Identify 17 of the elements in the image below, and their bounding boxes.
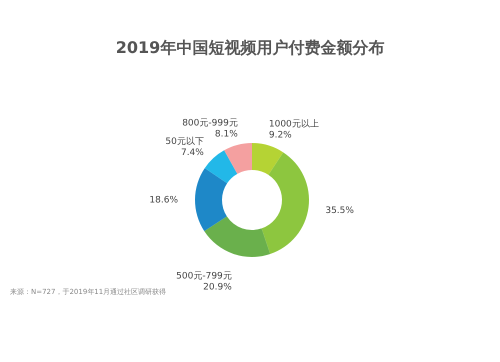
slice-label: 50元以下 bbox=[165, 136, 204, 148]
slice-label: 800元-999元 bbox=[182, 118, 238, 129]
donut-slice bbox=[204, 216, 270, 257]
slice-label: 1000元以上 bbox=[268, 118, 319, 130]
data-label: 20.9% bbox=[203, 282, 232, 293]
data-label: 8.1% bbox=[214, 130, 238, 140]
data-label: 18.6% bbox=[149, 195, 178, 206]
data-label: 9.2% bbox=[268, 130, 292, 140]
slice-label: 500元-799元 bbox=[176, 270, 232, 282]
donut-slice bbox=[224, 143, 252, 174]
donut-slice bbox=[262, 152, 309, 254]
data-label: 35.5% bbox=[325, 206, 354, 216]
donut-slice bbox=[252, 143, 284, 175]
donut-slice bbox=[204, 150, 238, 184]
donut-slice bbox=[195, 168, 228, 232]
data-label: 7.4% bbox=[180, 148, 204, 158]
chart-title: 2019年中国短视频用户付费金额分布 bbox=[116, 38, 384, 57]
